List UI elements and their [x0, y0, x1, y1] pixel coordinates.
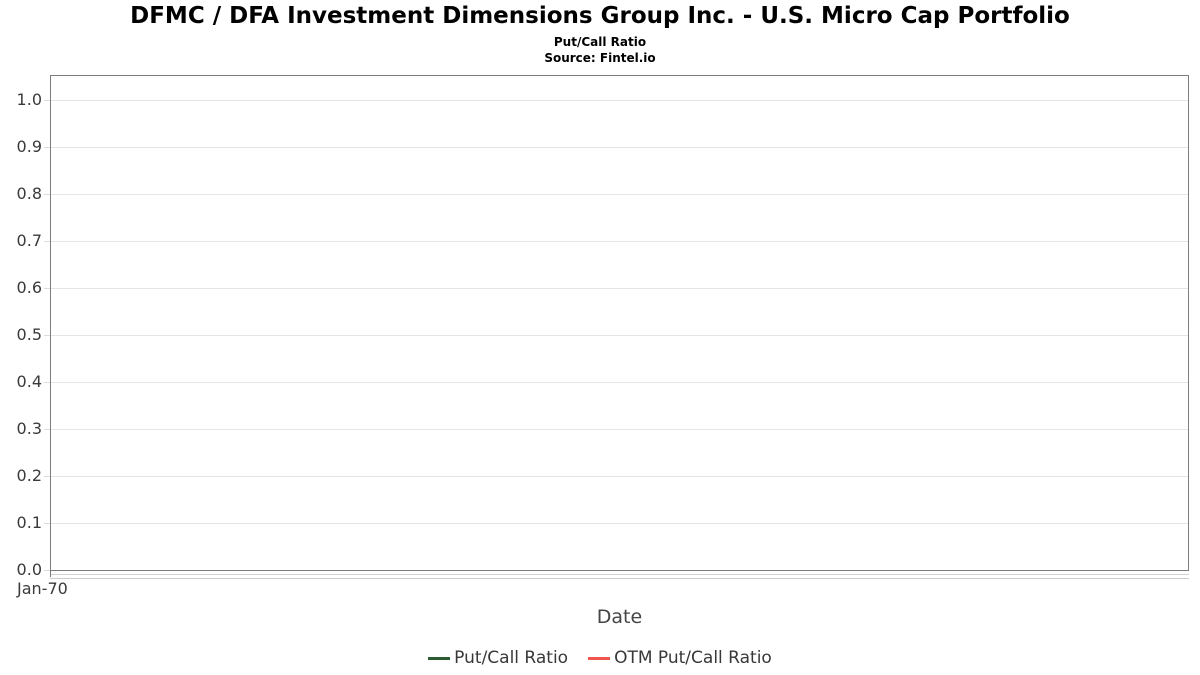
gridline: [51, 382, 1188, 383]
y-tick-label: 0.6: [16, 278, 42, 297]
y-tick-label: 0.2: [16, 466, 42, 485]
y-tick-mark: [44, 476, 50, 477]
chart-title: DFMC / DFA Investment Dimensions Group I…: [130, 3, 1070, 29]
y-tick-label: 0.5: [16, 325, 42, 344]
gridline: [51, 194, 1188, 195]
y-tick-label: 0.7: [16, 231, 42, 250]
gridline: [51, 570, 1188, 571]
y-tick-mark: [44, 570, 50, 571]
y-tick-mark: [44, 288, 50, 289]
legend-item-put-call-ratio[interactable]: Put/Call Ratio: [428, 648, 568, 668]
y-tick-mark: [44, 429, 50, 430]
legend-label: OTM Put/Call Ratio: [614, 648, 772, 668]
x-tick-label: Jan-70: [17, 579, 68, 598]
gridline: [51, 335, 1188, 336]
y-tick-label: 0.3: [16, 419, 42, 438]
x-axis-line-secondary: [50, 578, 1189, 579]
plot-area: [50, 75, 1189, 571]
y-tick-mark: [44, 241, 50, 242]
y-tick-label: 0.0: [16, 560, 42, 579]
y-tick-mark: [44, 335, 50, 336]
chart-source-note: Source: Fintel.io: [544, 51, 656, 65]
gridline: [51, 429, 1188, 430]
y-tick-label: 0.1: [16, 513, 42, 532]
y-tick-label: 0.4: [16, 372, 42, 391]
y-tick-label: 1.0: [16, 90, 42, 109]
y-tick-mark: [44, 382, 50, 383]
y-tick-mark: [44, 147, 50, 148]
y-tick-mark: [44, 523, 50, 524]
legend-swatch-put-call-ratio: [428, 656, 451, 660]
y-tick-label: 0.9: [16, 137, 42, 156]
x-tick-mark: [50, 571, 51, 577]
chart-subtitle: Put/Call Ratio: [553, 35, 647, 49]
gridline: [51, 147, 1188, 148]
y-tick-mark: [44, 100, 50, 101]
y-tick-label: 0.8: [16, 184, 42, 203]
legend-label: Put/Call Ratio: [454, 648, 569, 668]
gridline: [51, 288, 1188, 289]
gridline: [51, 100, 1188, 101]
y-tick-mark: [44, 194, 50, 195]
gridline: [51, 523, 1188, 524]
legend: Put/Call Ratio OTM Put/Call Ratio: [0, 644, 1200, 672]
x-axis-line: [50, 574, 1189, 575]
legend-swatch-otm-put-call-ratio: [588, 656, 611, 660]
legend-item-otm-put-call-ratio[interactable]: OTM Put/Call Ratio: [588, 648, 772, 668]
gridline: [51, 241, 1188, 242]
x-axis-title: Date: [596, 606, 643, 628]
gridline: [51, 476, 1188, 477]
